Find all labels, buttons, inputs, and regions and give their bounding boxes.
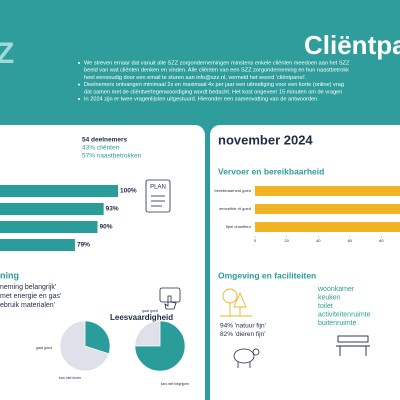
bar	[0, 221, 98, 233]
reading-title: Leesvaardigheid	[110, 313, 173, 322]
sheep-icon	[233, 348, 260, 368]
bullet-text: dat samen met de cliëntvertegenwoordigin…	[84, 89, 342, 95]
bar	[255, 186, 400, 196]
x-tick-label: 0	[254, 238, 257, 243]
quote-line: neming belangrijk'	[0, 284, 56, 291]
participants-relatives: 57% naastbetrokken	[82, 153, 142, 160]
bar	[0, 203, 104, 215]
pie-label: gaat goed	[36, 346, 52, 350]
quote-line: met energie en gas'	[0, 293, 61, 300]
participants-clients: 43% cliënten	[82, 145, 120, 152]
x-tick-label: 80	[379, 238, 384, 243]
category-label: fijne chauffeur	[226, 224, 252, 229]
bullet-text: We streven ernaar dat vanuit alle SZZ zo…	[84, 60, 350, 66]
facility: keuken	[318, 294, 341, 301]
facility: activiteitenruimte	[318, 311, 371, 318]
bar-label: 79%	[77, 242, 90, 249]
pie-slice	[134, 320, 186, 372]
bar-label: 100%	[120, 188, 137, 195]
bar-label: 93%	[106, 206, 119, 213]
x-tick-label: 20	[284, 238, 289, 243]
quote-line: ebruik materialen'	[0, 302, 55, 309]
bullet-text: heel eenvoudig door een email te sturen …	[84, 75, 307, 81]
title: Cliëntpa	[304, 30, 400, 60]
facility: woonkamer	[317, 286, 355, 293]
bullet-dot	[78, 62, 80, 64]
bench-icon	[336, 335, 370, 356]
bullet-text: In 2024 zijn er twee vragenlijsten uitge…	[84, 96, 319, 102]
section-heading: ning	[0, 270, 19, 280]
logo: Z	[0, 37, 14, 70]
bullet-text: beeld van wat cliënten denken en vinden.…	[84, 68, 349, 74]
pie-label: kan niet begrijpen	[161, 382, 189, 386]
trees-icon	[220, 288, 252, 317]
bar	[0, 239, 75, 251]
facility: buitenruimte	[318, 320, 357, 327]
env-quote: 94% 'natuur fijn'	[220, 323, 266, 330]
pie-label: gaat goed	[142, 309, 158, 313]
bar	[255, 204, 400, 214]
category-label: eenzelfde rit goed	[219, 206, 251, 211]
pie-slice	[134, 320, 161, 347]
env-quote: 82% 'dieren fijn'	[220, 331, 265, 338]
plan-label: PLAN	[150, 185, 166, 191]
bar-label: 90%	[100, 224, 113, 231]
date-title: november 2024	[218, 132, 313, 147]
bar	[0, 185, 118, 197]
bar	[255, 222, 400, 232]
bullet-text: Deelnemers ontvangen minimaal 2x en maxi…	[84, 82, 344, 88]
plan-icon	[145, 179, 171, 213]
bullet-dot	[78, 98, 80, 100]
facility: toilet	[318, 303, 333, 310]
category-label: bereikbaarheid goed	[215, 188, 251, 193]
env-title: Omgeving en faciliteiten	[218, 270, 316, 280]
x-tick-label: 60	[348, 238, 353, 243]
pie-slice	[59, 320, 110, 372]
x-tick-label: 40	[316, 238, 321, 243]
chart-title: Vervoer en bereikbaarheid	[218, 166, 324, 176]
click-icon	[159, 287, 181, 310]
pie-label: kan niet lezen	[59, 376, 81, 380]
pie-slice	[84, 320, 111, 355]
bullet-dot	[78, 83, 80, 86]
participants-total: 54 deelnemers	[82, 137, 128, 144]
